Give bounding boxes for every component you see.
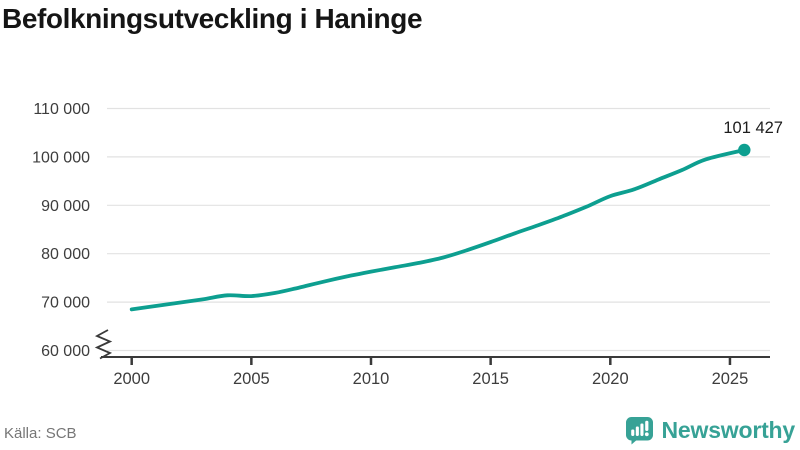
- y-axis-tick-label: 110 000: [33, 101, 90, 118]
- latest-value-label: 101 427: [723, 119, 783, 137]
- latest-value-marker: [738, 143, 751, 157]
- x-axis-tick-label: 2020: [592, 370, 629, 388]
- y-axis-tick-label: 60 000: [41, 343, 90, 360]
- y-axis-tick-label: 70 000: [41, 295, 90, 312]
- x-axis-tick-label: 2005: [233, 370, 270, 388]
- y-axis-tick-label: 80 000: [41, 246, 90, 263]
- chart-title: Befolkningsutveckling i Haninge: [2, 3, 423, 34]
- x-axis-tick-label: 2010: [353, 370, 390, 388]
- newsworthy-wordmark: Newsworthy: [661, 417, 796, 443]
- x-axis-tick-label: 2015: [472, 370, 509, 388]
- x-axis-tick-label: 2025: [712, 370, 749, 388]
- bar-chart-glyph: [630, 423, 644, 436]
- y-axis-break-icon: [94, 329, 113, 360]
- newsworthy-logo[interactable]: Newsworthy: [625, 416, 795, 445]
- y-axis-tick-label: 100 000: [32, 149, 90, 166]
- newsworthy-icon: [625, 417, 653, 445]
- y-axis-tick-label: 90 000: [41, 198, 90, 215]
- exclamation-glyph: [644, 420, 649, 437]
- source-label: Källa: SCB: [4, 425, 77, 442]
- population-line: [129, 148, 747, 312]
- x-axis-tick-label: 2000: [113, 370, 150, 388]
- population-line-chart: 60 000 70 000 80 000 90 000 100 000 110 000 20…: [32, 101, 783, 388]
